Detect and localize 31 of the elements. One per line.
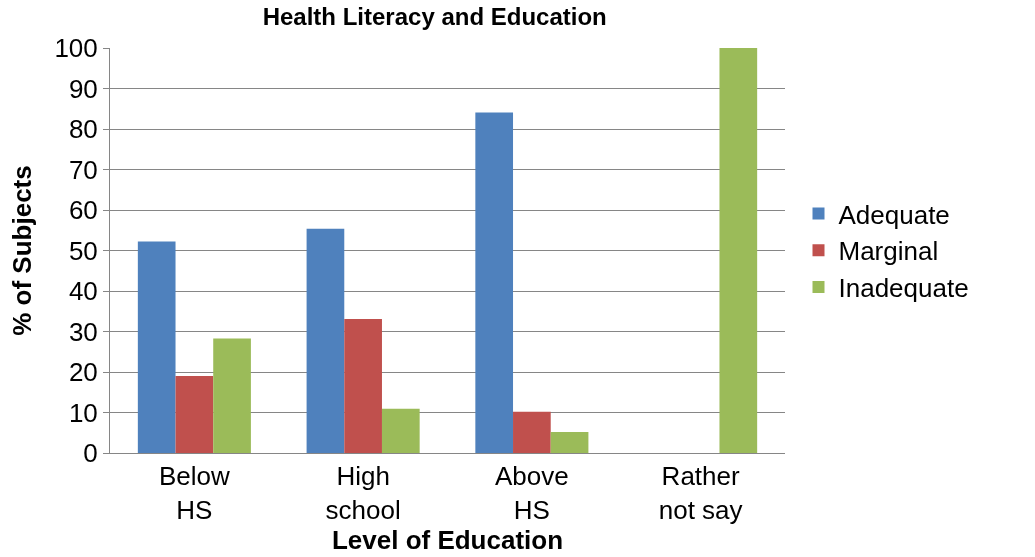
bar	[719, 48, 758, 453]
y-tick-label: 50	[68, 235, 98, 266]
y-tick-label: 70	[68, 154, 98, 185]
x-tick-label: Rather not say	[658, 461, 743, 525]
bar	[175, 376, 214, 453]
bar	[381, 408, 420, 453]
legend-label: Marginal	[838, 236, 939, 267]
bar	[550, 431, 589, 453]
y-tick-label: 60	[68, 195, 98, 226]
x-tick-label: High school	[325, 461, 401, 525]
legend-label: Adequate	[838, 199, 950, 230]
y-tick-label: 0	[83, 438, 98, 469]
bar	[344, 318, 382, 453]
bar	[137, 241, 176, 453]
bar	[513, 411, 551, 453]
x-tick-label: Above HS	[495, 461, 569, 525]
y-tick-label: 20	[68, 357, 98, 388]
y-tick-label: 10	[68, 397, 98, 428]
y-axis-title: % of Subjects	[6, 165, 37, 336]
y-tick-label: 100	[54, 33, 98, 64]
y-tick-label: 30	[68, 316, 98, 347]
chart-title: Health Literacy and Education	[262, 3, 607, 31]
bar	[306, 228, 345, 453]
y-tick-label: 40	[68, 276, 98, 307]
x-tick-label: Below HS	[158, 461, 230, 525]
bar	[213, 338, 251, 453]
y-tick-label: 90	[68, 73, 98, 104]
y-tick-label: 80	[68, 114, 98, 145]
legend-label: Inadequate	[838, 273, 969, 304]
bar	[475, 112, 514, 453]
x-axis-title: Level of Education	[331, 525, 564, 555]
